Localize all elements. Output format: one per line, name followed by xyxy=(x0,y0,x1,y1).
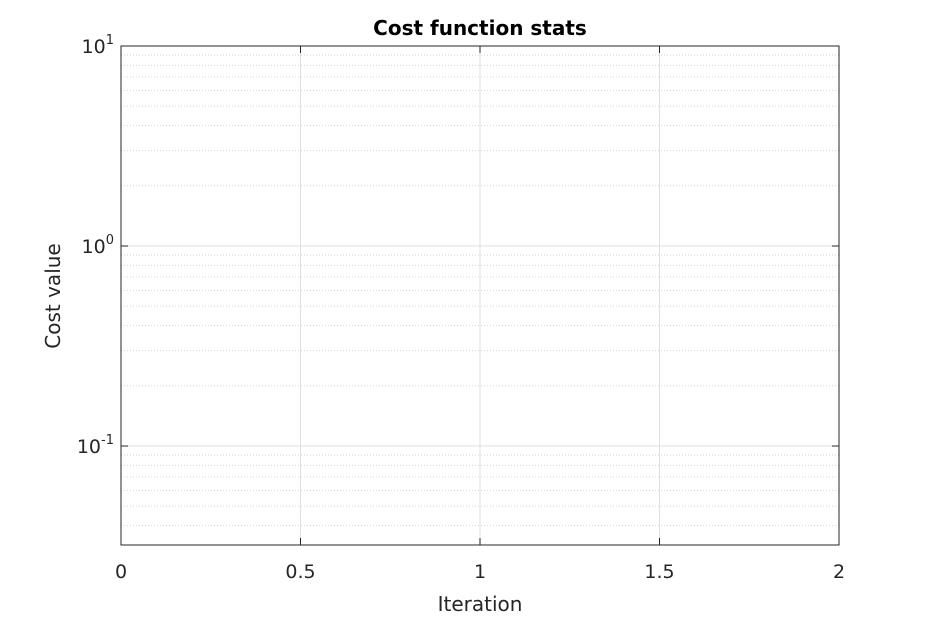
y-tick-label: 10-1 xyxy=(77,433,114,458)
x-axis-label: Iteration xyxy=(438,592,523,616)
x-tick-label: 2 xyxy=(833,561,845,583)
y-axis-label: Cost value xyxy=(41,243,65,348)
x-tick-label: 0.5 xyxy=(285,561,315,583)
plot-area xyxy=(120,45,840,546)
tick-marks xyxy=(120,45,840,545)
x-tick-label: 1 xyxy=(474,561,486,583)
major-grid xyxy=(121,46,839,545)
y-tick-label: 101 xyxy=(82,33,114,58)
x-tick-label: 0 xyxy=(115,561,127,583)
x-tick-label: 1.5 xyxy=(644,561,674,583)
y-tick-label: 100 xyxy=(82,233,114,258)
chart-title: Cost function stats xyxy=(373,16,587,40)
x-tick-labels: 0 0.5 1 1.5 2 xyxy=(115,561,845,583)
y-tick-labels: 10-1 100 101 xyxy=(77,33,114,458)
